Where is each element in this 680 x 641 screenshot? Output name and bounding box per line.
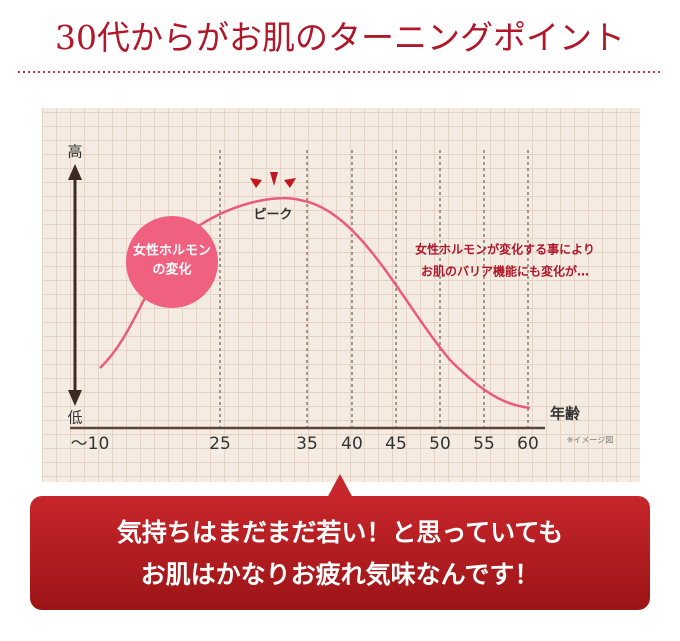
x-tick-label: 45 bbox=[385, 434, 407, 454]
callout-pointer bbox=[326, 474, 354, 500]
peak-marks bbox=[250, 172, 296, 188]
x-axis-label: 年齢 bbox=[550, 405, 581, 423]
x-tick-label: 50 bbox=[429, 434, 451, 454]
bubble bbox=[126, 216, 218, 308]
callout-text: お肌はかなりお疲れ気味なんです！ bbox=[141, 560, 540, 589]
note: ※イメージ図 bbox=[567, 436, 614, 445]
bubble-label: 女性ホルモン bbox=[133, 243, 211, 259]
peak-label: ピーク bbox=[253, 208, 292, 223]
title: 30代からがお肌のターニングポイント bbox=[55, 18, 625, 57]
annotation: 女性ホルモンが変化する事により bbox=[415, 242, 595, 257]
x-ticks: 〜10 25 35 40 45 50 55 60 bbox=[71, 434, 539, 454]
y-top-label: 高 bbox=[67, 143, 82, 161]
x-tick-label: 〜10 bbox=[71, 434, 110, 454]
x-tick-label: 25 bbox=[209, 434, 231, 454]
bubble-label: の変化 bbox=[152, 262, 191, 278]
dashed-guides bbox=[219, 150, 529, 428]
callout-text: 気持ちはまだまだ若い！と思っていても bbox=[117, 518, 563, 547]
callout-box bbox=[30, 496, 650, 610]
chart-panel bbox=[42, 108, 640, 482]
annotation: お肌のバリア機能にも変化が… bbox=[421, 264, 589, 279]
x-tick-label: 60 bbox=[517, 434, 539, 454]
x-tick-label: 35 bbox=[296, 434, 318, 454]
x-tick-label: 40 bbox=[341, 434, 363, 454]
y-bottom-label: 低 bbox=[67, 409, 82, 427]
x-tick-label: 55 bbox=[473, 434, 495, 454]
